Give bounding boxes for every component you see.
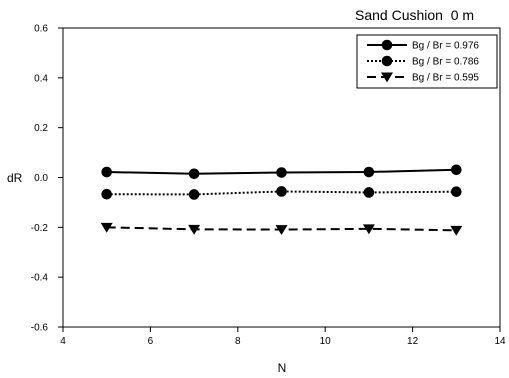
- legend-label: Bg / Br = 0.786: [412, 57, 479, 68]
- ticks: 4 6 8 10 12 14 -0.6 -0.4 -0.2 0.0 0.2 0.4 0.6: [31, 24, 506, 348]
- legend-label: Bg / Br = 0.976: [412, 41, 479, 52]
- y-tick-label: -0.2: [31, 223, 49, 234]
- y-tick-label: -0.6: [31, 323, 49, 334]
- data-point: [276, 186, 287, 197]
- x-tick-label: 12: [407, 336, 419, 347]
- y-axis-label: dR: [7, 171, 23, 185]
- x-tick-label: 10: [320, 336, 332, 347]
- x-tick-label: 8: [235, 336, 241, 347]
- data-point: [381, 39, 393, 51]
- y-tick-label: 0.2: [34, 123, 48, 134]
- data-point: [363, 166, 375, 178]
- data-point: [451, 186, 462, 198]
- x-tick-label: 4: [60, 336, 66, 347]
- series-3: [100, 222, 463, 236]
- data-point: [363, 187, 375, 198]
- y-tick-label: 0.0: [34, 173, 48, 184]
- legend-label: Bg / Br = 0.595: [412, 73, 479, 84]
- data-point: [381, 55, 393, 67]
- data-point: [101, 166, 112, 178]
- data-point: [275, 225, 288, 235]
- x-axis-label: N: [278, 361, 287, 375]
- data-point: [451, 164, 462, 176]
- data-point: [276, 167, 287, 178]
- x-tick-label: 6: [148, 336, 154, 347]
- data-point: [101, 188, 112, 200]
- series-1: [101, 164, 462, 180]
- data-point: [188, 189, 200, 200]
- y-tick-label: 0.6: [34, 24, 48, 35]
- data-point: [381, 72, 393, 83]
- data-point: [188, 224, 201, 235]
- y-tick-label: -0.4: [31, 273, 49, 284]
- data-point: [362, 224, 375, 235]
- x-tick-label: 14: [494, 336, 506, 347]
- legend: Bg / Br = 0.976 Bg / Br = 0.786 Bg / Br = …: [356, 34, 498, 89]
- series: [100, 164, 463, 236]
- data-point: [100, 222, 113, 233]
- series-2: [101, 186, 462, 200]
- y-tick-label: 0.4: [34, 73, 48, 84]
- data-point: [450, 225, 463, 236]
- chart-title: Sand Cushion 0 m: [355, 7, 475, 23]
- data-point: [188, 168, 200, 180]
